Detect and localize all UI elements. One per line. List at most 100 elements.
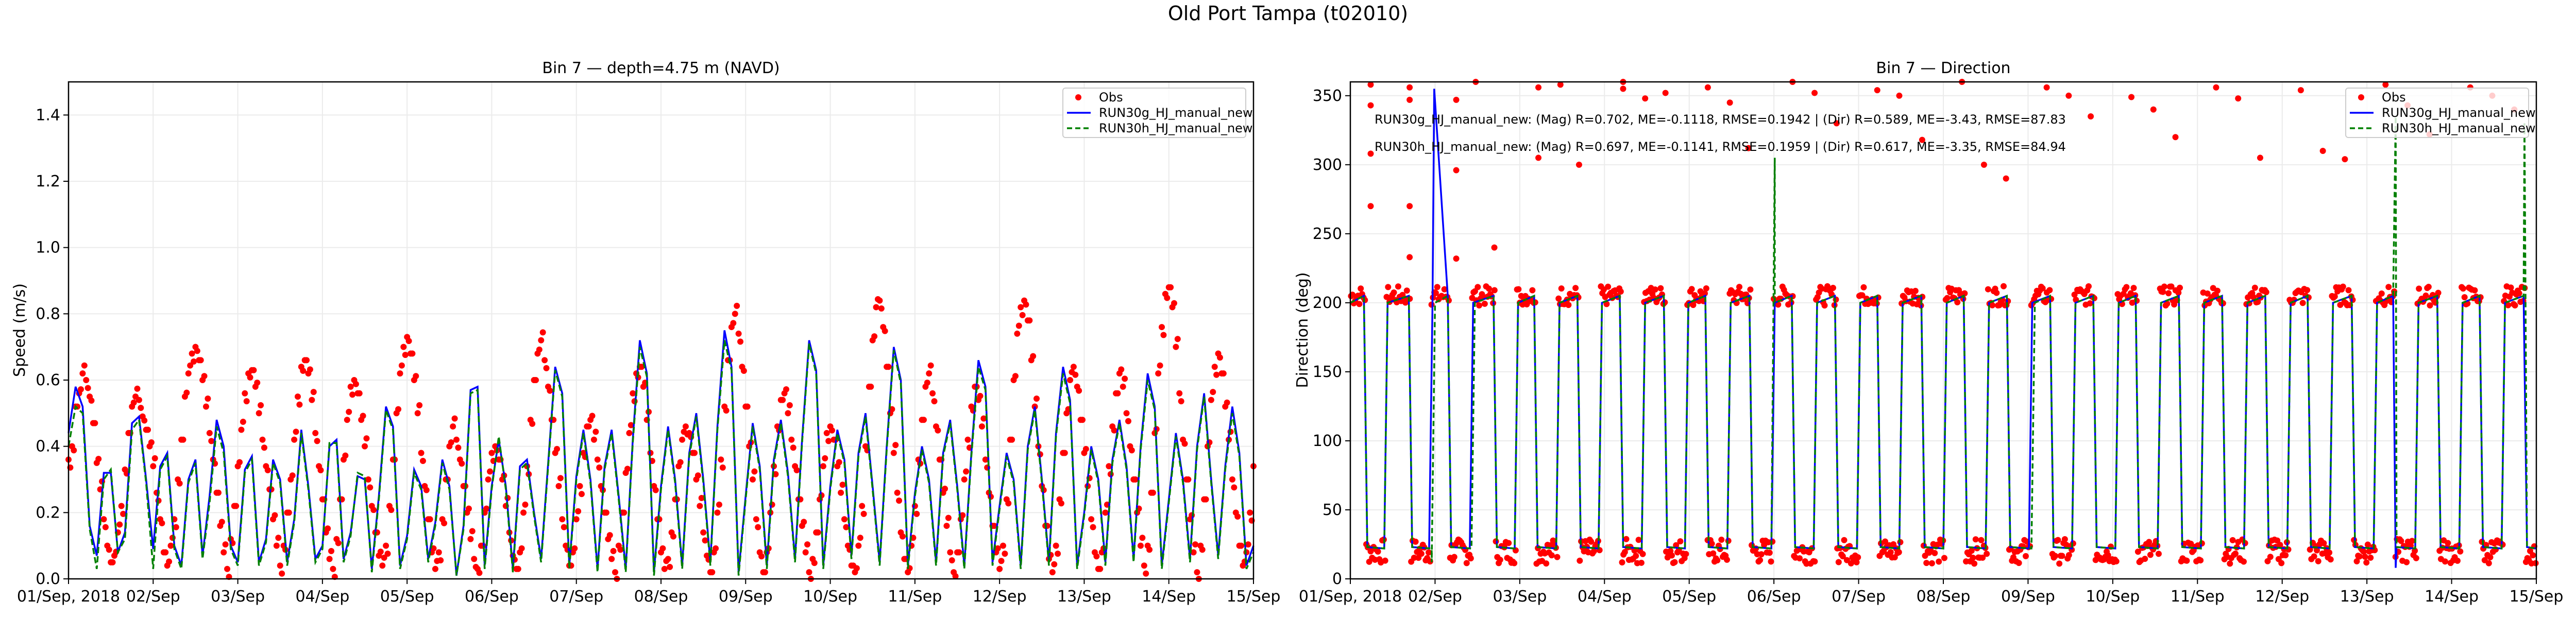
direction-obs-point [1954, 299, 1961, 305]
speed-obs-point [138, 405, 144, 411]
direction-obs-point [2227, 560, 2233, 567]
speed-obs-point [811, 560, 818, 566]
direction-obs-outlier [1491, 244, 1498, 251]
speed-panel-title: Bin 7 — depth=4.75 m (NAVD) [542, 59, 779, 77]
speed-obs-point [465, 505, 472, 512]
direction-obs-point [2413, 555, 2419, 561]
direction-obs-point [2168, 283, 2175, 290]
direction-obs-point [1757, 557, 1764, 563]
direction-obs-outlier [1620, 85, 1626, 92]
direction-obs-point [2059, 553, 2065, 559]
speed-obs-point [709, 569, 716, 576]
speed-obs-point [118, 503, 125, 509]
speed-obs-point [621, 509, 628, 516]
direction-obs-outlier [2150, 106, 2157, 113]
direction-obs-point [2175, 289, 2182, 296]
speed-obs-point [362, 443, 368, 450]
speed-obs-point [1224, 399, 1230, 406]
speed-obs-point [698, 495, 705, 502]
speed-obs-point [1067, 377, 1074, 383]
speed-obs-point [790, 444, 796, 451]
speed-obs-point [400, 344, 407, 350]
speed-obs-point [749, 476, 756, 483]
speed-obs-point [1014, 330, 1021, 337]
speed-obs-point [737, 338, 744, 345]
speed-obs-point [1185, 476, 1192, 483]
speed-obs-point [929, 390, 936, 397]
speed-obs-point [240, 419, 246, 425]
speed-obs-point [356, 390, 363, 397]
direction-obs-point [1505, 540, 1512, 546]
direction-obs-point [1577, 557, 1583, 564]
speed-obs-point [577, 483, 583, 489]
speed-obs-point [120, 510, 127, 517]
direction-model-lines [1350, 89, 2537, 568]
speed-y-ticks: 0.0 0.2 0.4 0.6 0.8 1.0 1.2 1.4 [36, 106, 69, 588]
speed-obs-point [467, 536, 474, 542]
direction-obs-outlier [2297, 87, 2304, 94]
speed-obs-point [522, 501, 529, 508]
direction-obs-point [1475, 284, 1481, 290]
speed-obs-point [610, 547, 617, 554]
speed-obs-point [585, 423, 592, 430]
direction-obs-point [1736, 284, 1743, 290]
speed-obs-point [804, 541, 811, 548]
speed-obs-point [1026, 317, 1033, 324]
direction-obs-point [2285, 546, 2292, 553]
direction-obs-outlier [1662, 90, 1669, 96]
direction-obs-point [2331, 293, 2338, 300]
speed-obs-point [541, 357, 548, 364]
direction-obs-point [1575, 294, 1582, 301]
speed-y-tick-label: 0.4 [36, 438, 60, 456]
speed-obs-point [414, 410, 421, 417]
direction-legend-label: RUN30g_HJ_manual_new [2382, 106, 2536, 120]
direction-obs-point [2147, 552, 2154, 558]
speed-obs-point [148, 439, 155, 445]
speed-obs-point [1018, 304, 1024, 311]
speed-obs-point [250, 367, 257, 373]
speed-obs-point [395, 406, 402, 413]
direction-obs-point [1989, 302, 1996, 308]
direction-x-tick-label: 07/Sep [1832, 588, 1886, 606]
speed-obs-point [590, 436, 597, 443]
speed-obs-point [723, 407, 730, 414]
direction-obs-point [2001, 283, 2007, 289]
speed-obs-point [197, 357, 204, 364]
speed-obs-point [1072, 371, 1079, 378]
direction-obs-point [2442, 558, 2448, 565]
speed-obs-point [945, 514, 952, 521]
speed-obs-point [670, 533, 676, 540]
direction-obs-point [1979, 554, 1986, 561]
speed-y-tick-label: 0.6 [36, 371, 60, 389]
direction-obs-point [2326, 550, 2333, 556]
speed-obs-point [1137, 542, 1144, 549]
speed-obs-point [1051, 561, 1058, 568]
speed-x-tick-label: 11/Sep [888, 588, 942, 606]
speed-obs-point [116, 521, 123, 528]
speed-obs-point [802, 549, 809, 556]
direction-obs-point [2460, 285, 2466, 292]
direction-obs-point [1395, 283, 1401, 290]
speed-panel: Bin 7 — depth=4.75 m (NAVD) 0.0 0.2 0.4 0.6… [11, 59, 1280, 606]
direction-obs-point [2087, 300, 2093, 306]
speed-obs-point [279, 570, 285, 577]
speed-obs-point [926, 370, 933, 377]
direction-obs-point [2061, 536, 2068, 543]
direction-obs-point [1702, 290, 1708, 297]
direction-obs-outlier [1896, 92, 1903, 99]
speed-obs-point [1118, 366, 1125, 373]
speed-obs-point [998, 558, 1005, 564]
speed-obs-point [529, 420, 536, 427]
speed-obs-point [942, 486, 948, 492]
direction-panel: Bin 7 — Direction 050100150200250300350 … [1294, 59, 2563, 606]
direction-obs-point [1548, 552, 1555, 559]
speed-obs-point [1102, 509, 1109, 516]
speed-obs-point [81, 362, 88, 369]
speed-obs-point [1070, 364, 1077, 370]
speed-obs-point [608, 556, 615, 562]
speed-obs-point [732, 311, 738, 317]
speed-obs-point [894, 489, 901, 496]
direction-obs-point [2113, 558, 2120, 564]
direction-obs-point [1657, 285, 1664, 291]
